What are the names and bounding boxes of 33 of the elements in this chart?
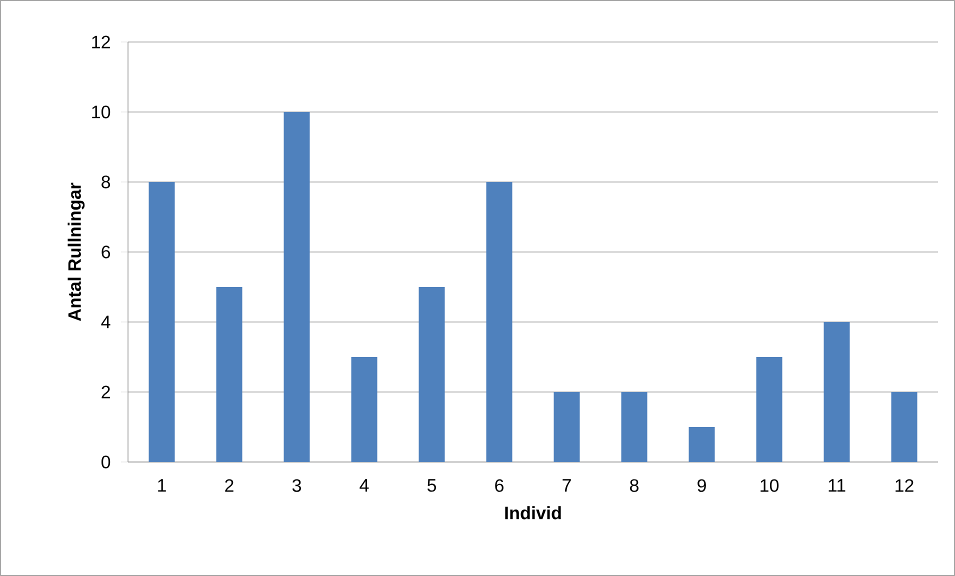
x-tick-label: 10 [760, 479, 779, 492]
bar [216, 286, 242, 462]
bar [148, 182, 175, 462]
x-tick-label: 8 [630, 479, 638, 492]
y-tick-label: 0 [102, 456, 110, 468]
x-tick-label: 1 [158, 479, 166, 492]
bar [554, 392, 580, 462]
bar [351, 356, 378, 462]
x-axis-title: Individ [505, 506, 561, 520]
x-tick-label: 7 [562, 479, 571, 492]
y-tick-label: 8 [102, 176, 110, 188]
y-tick-label: 12 [92, 36, 110, 48]
x-tick-label: 2 [225, 479, 234, 492]
x-tick-label: 4 [360, 479, 369, 492]
y-tick-label: 2 [102, 386, 110, 398]
y-tick-label: 4 [101, 316, 110, 328]
bar [891, 392, 918, 462]
x-tick-label: 11 [828, 479, 846, 492]
bar [621, 392, 648, 462]
x-tick-label: 6 [495, 479, 504, 492]
bar [824, 322, 850, 462]
bar [418, 286, 445, 462]
bar [756, 356, 782, 462]
bar [284, 112, 310, 462]
y-axis-title: Antal Rullningar [68, 182, 85, 322]
y-tick-label: 6 [102, 246, 110, 258]
x-tick-label: 3 [292, 479, 301, 492]
bar [688, 426, 715, 462]
x-tick-label: 12 [896, 479, 914, 492]
bar [486, 182, 512, 462]
x-tick-label: 9 [698, 479, 706, 492]
y-tick-label: 10 [92, 106, 110, 118]
x-tick-label: 5 [427, 479, 436, 492]
